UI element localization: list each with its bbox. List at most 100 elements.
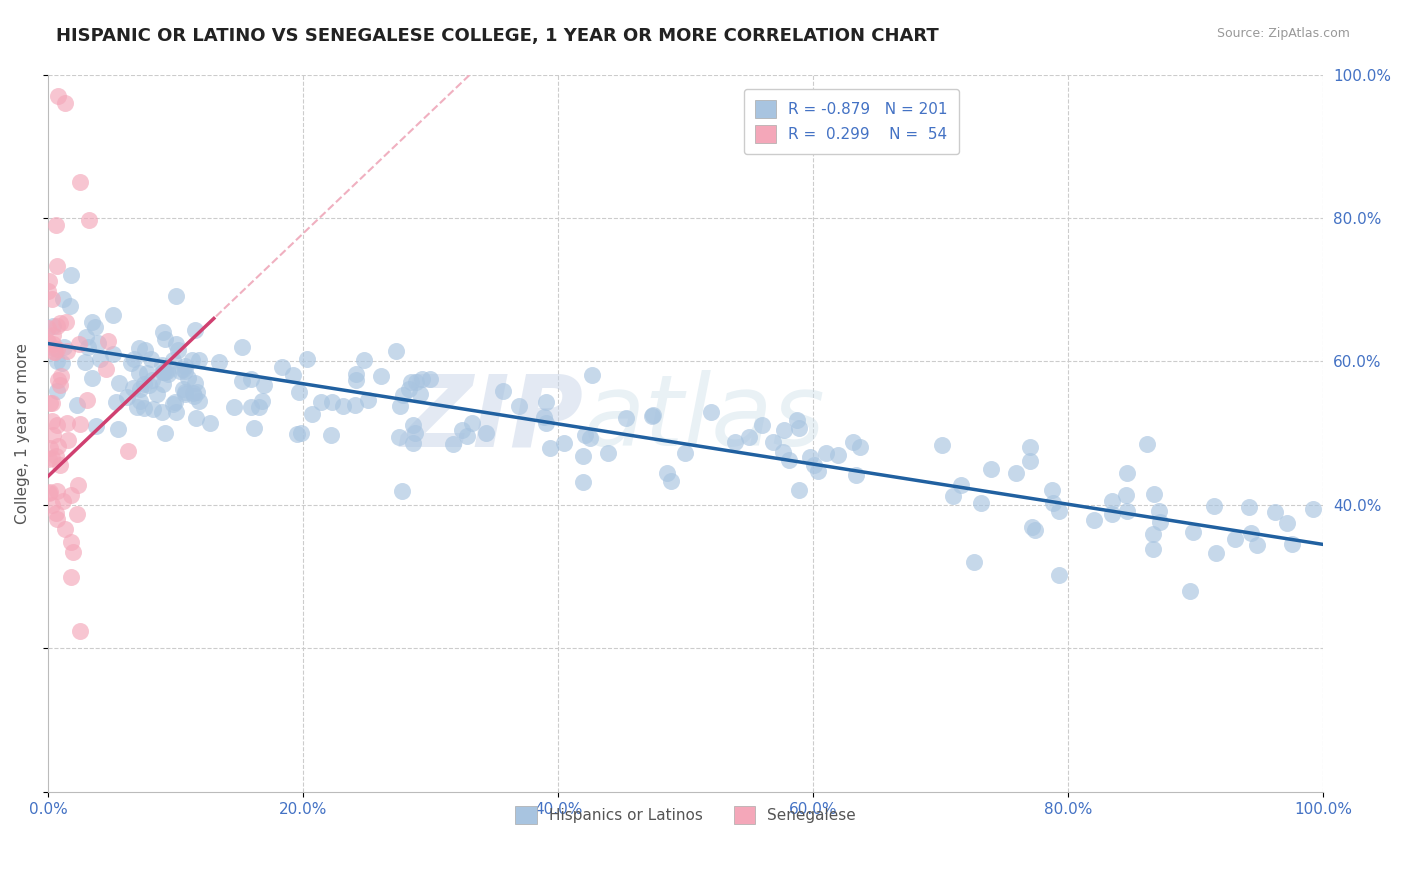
Point [1142,542,1164,557]
Point [1005,466,1028,480]
Point [128,341,150,355]
Point [46,384,69,398]
Point [152,326,174,340]
Point [398,382,420,396]
Point [1116,466,1139,480]
Point [751,417,773,432]
Point [142,402,165,417]
Point [399,375,422,389]
Point [787,483,810,497]
Point [37,320,59,334]
Point [69,624,91,638]
Point [165,405,187,419]
Point [1149,516,1171,530]
Point [187,352,209,367]
Point [659,474,682,488]
Point [105,394,128,409]
Point [62,545,84,559]
Point [52,494,75,508]
Point [370,368,392,383]
Point [117,444,139,458]
Point [1018,454,1040,468]
Point [165,289,187,303]
Point [42,342,65,356]
Point [450,423,472,437]
Point [138,378,160,392]
Point [353,352,375,367]
Point [1042,496,1064,510]
Point [156,364,179,378]
Point [134,401,156,416]
Point [579,431,602,445]
Point [65,508,87,522]
Point [55,315,77,329]
Point [89,351,111,366]
Point [84,418,107,433]
Point [46,343,69,357]
Point [534,395,557,409]
Point [46,89,69,103]
Point [332,399,354,413]
Point [115,390,138,404]
Point [38,274,60,288]
Point [172,361,194,376]
Text: ZIP: ZIP [401,370,583,467]
Point [59,299,82,313]
Point [181,352,204,367]
Point [1264,505,1286,519]
Point [79,213,101,227]
Point [402,417,425,432]
Point [533,410,555,425]
Point [231,374,253,388]
Point [1246,538,1268,552]
Point [297,352,319,367]
Point [41,337,63,351]
Point [87,335,110,350]
Point [94,362,117,376]
Point [37,284,59,298]
Point [134,377,156,392]
Point [807,464,830,478]
Point [45,259,67,273]
Point [174,364,197,378]
Point [46,439,69,453]
Point [572,475,595,489]
Point [357,393,380,408]
Point [1277,516,1299,530]
Text: Source: ZipAtlas.com: Source: ZipAtlas.com [1216,27,1350,40]
Point [141,373,163,387]
Point [388,429,411,443]
Point [82,371,104,385]
Point [673,446,696,460]
Point [392,387,415,401]
Point [1281,537,1303,551]
Point [402,436,425,450]
Point [240,371,263,385]
Point [184,376,207,390]
Point [38,486,60,500]
Point [814,446,837,460]
Point [153,365,176,379]
Point [150,358,173,372]
Point [309,395,332,409]
Point [849,440,872,454]
Point [146,386,169,401]
Point [120,356,142,370]
Point [41,292,63,306]
Point [1237,500,1260,514]
Point [1225,533,1247,547]
Point [1181,524,1204,539]
Point [250,394,273,409]
Point [778,453,800,467]
Point [42,328,65,343]
Point [301,407,323,421]
Point [1021,520,1043,534]
Point [738,430,761,444]
Point [45,450,67,464]
Point [39,441,62,455]
Point [1115,488,1137,502]
Point [772,444,794,458]
Point [508,399,530,413]
Point [67,337,90,351]
Point [38,485,60,500]
